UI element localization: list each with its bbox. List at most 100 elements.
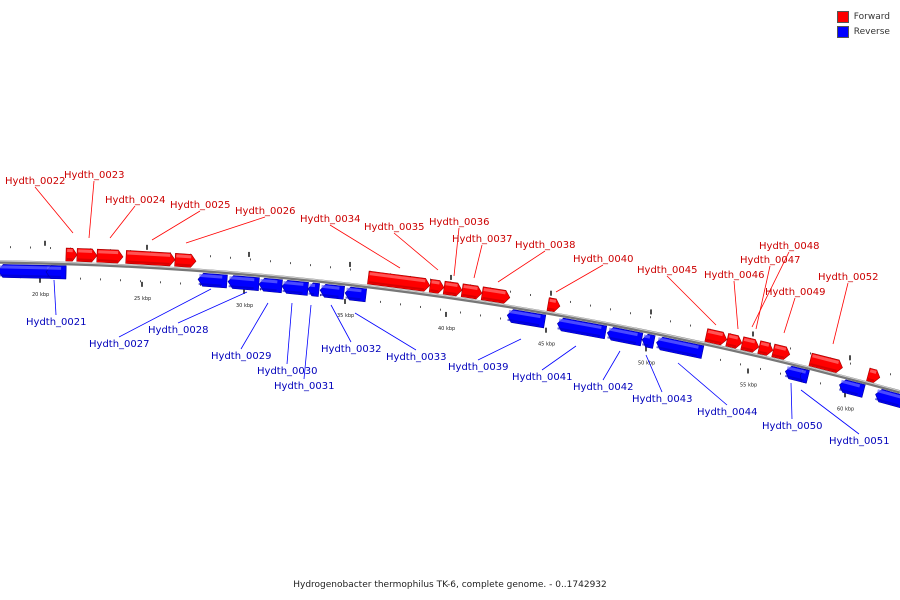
leaders-layer (34, 180, 860, 435)
leader-line (393, 232, 439, 271)
leader-line (240, 302, 269, 350)
leader-line (151, 210, 201, 241)
gene-arrow-fragment (799, 369, 810, 384)
tick-label: 50 kbp (638, 360, 655, 366)
tick-label: 40 kbp (438, 326, 455, 332)
gene-label: Hydth_0024 (105, 195, 166, 206)
tick-label: 30 kbp (236, 303, 253, 309)
gene-label: Hydth_0021 (26, 317, 87, 328)
gene-arrow-hydth_0029 (258, 277, 283, 294)
gene-label: Hydth_0046 (704, 270, 765, 281)
leader-line (751, 251, 790, 328)
gene-label: Hydth_0037 (452, 234, 513, 245)
genome-caption: Hydrogenobacter thermophilus TK-6, compl… (293, 580, 607, 590)
gene-arrow-hydth_0047 (740, 336, 760, 353)
gene-label: Hydth_0049 (765, 287, 826, 298)
leader-line (666, 275, 717, 326)
minor-tick (330, 266, 331, 269)
minor-tick (590, 304, 591, 307)
minor-tick (350, 268, 351, 271)
tick-label: 20 kbp (32, 292, 49, 298)
minor-tick (480, 314, 481, 317)
legend-forward-swatch (836, 10, 849, 23)
legend-reverse-label: Reverse (853, 26, 890, 37)
gene-arrow-hydth_0052 (808, 352, 843, 373)
gene-arrow-fragment (875, 389, 900, 409)
minor-tick (380, 300, 381, 303)
minor-tick (790, 347, 791, 350)
minor-tick (100, 278, 101, 281)
gene-arrow-hydth_0032 (319, 283, 345, 300)
gene-label: Hydth_0022 (5, 176, 66, 187)
gene-label: Hydth_0028 (148, 325, 209, 336)
legend-forward: Forward (836, 9, 890, 24)
leader-line (677, 362, 728, 406)
legend-forward-label: Forward (853, 11, 890, 22)
leader-line (541, 345, 577, 371)
minor-tick (320, 294, 321, 297)
gene-arrow-fragment (866, 367, 881, 383)
gene-arrow-hydth_0034 (367, 270, 431, 292)
gene-arrow-hydth_0041 (557, 317, 608, 340)
leader-line (790, 382, 793, 420)
gene-arrow-hydth_0023 (76, 248, 98, 263)
minor-tick (740, 363, 741, 366)
gene-label: Hydth_0035 (364, 222, 425, 233)
minor-tick (810, 352, 811, 355)
tick-label: 25 kbp (134, 296, 151, 302)
gene-label: Hydth_0032 (321, 344, 382, 355)
gene-label: Hydth_0045 (637, 265, 698, 276)
gene-arrow-hydth_0027 (197, 272, 228, 289)
minor-tick (820, 382, 821, 385)
minor-tick (770, 342, 771, 345)
minor-tick (80, 277, 81, 280)
gene-arrow-fragment (45, 265, 67, 280)
gene-label: Hydth_0027 (89, 339, 150, 350)
leader-line (453, 227, 460, 277)
gene-arrow-hydth_0033 (344, 286, 368, 303)
minor-tick (500, 317, 501, 320)
leader-line (286, 302, 293, 365)
minor-tick (310, 264, 311, 267)
gene-label: Hydth_0031 (274, 381, 335, 392)
gene-arrow-hydth_0048 (757, 340, 774, 356)
minor-tick (400, 303, 401, 306)
minor-tick (850, 362, 851, 365)
gene-label: Hydth_0040 (573, 254, 634, 265)
leader-line (303, 304, 312, 380)
gene-label: Hydth_0042 (573, 382, 634, 393)
minor-tick (670, 320, 671, 323)
minor-tick (720, 358, 721, 361)
leader-line (177, 291, 248, 324)
leader-line (118, 288, 212, 338)
tick-label: 45 kbp (538, 342, 555, 348)
leader-line (733, 280, 739, 330)
minor-tick (230, 256, 231, 259)
minor-tick (840, 387, 841, 390)
leader-line (477, 338, 522, 361)
minor-tick (250, 258, 251, 261)
gene-label: Hydth_0048 (759, 241, 820, 252)
minor-tick (440, 308, 441, 311)
gene-arrow-hydth_0028 (227, 275, 260, 291)
gene-arrow-hydth_0046 (725, 333, 743, 349)
gene-arrow-hydth_0038 (480, 286, 511, 304)
minor-tick (780, 372, 781, 375)
minor-tick (610, 308, 611, 311)
minor-tick (430, 278, 431, 281)
gene-label: Hydth_0030 (257, 366, 318, 377)
genome-backbone-highlight (0, 260, 900, 392)
gene-arrow-hydth_0022 (65, 247, 78, 262)
gene-arrow-hydth_0045 (704, 328, 728, 346)
gene-label: Hydth_0038 (515, 240, 576, 251)
gene-label: Hydth_0029 (211, 351, 272, 362)
minor-tick (630, 312, 631, 315)
gene-arrow-hydth_0044 (656, 336, 705, 359)
minor-tick (420, 305, 421, 308)
gene-arrow-hydth_0037 (460, 283, 483, 300)
minor-tick (290, 262, 291, 265)
leader-line (88, 180, 95, 239)
leader-line (497, 250, 546, 283)
leader-line (34, 186, 74, 234)
